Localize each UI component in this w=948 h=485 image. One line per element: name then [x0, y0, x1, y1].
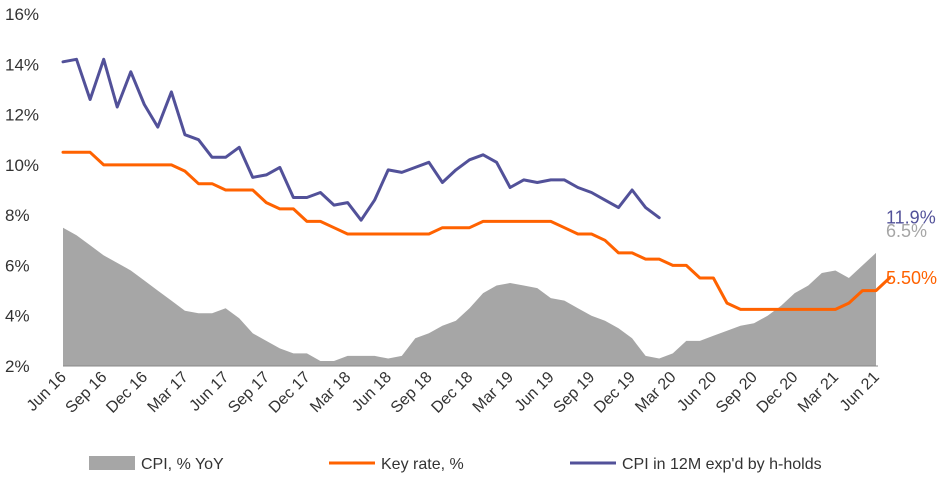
y-tick-label: 16%	[5, 5, 39, 24]
x-tick-label: Jun 18	[349, 369, 395, 415]
y-tick-label: 6%	[5, 256, 30, 275]
x-tick-label: Sep 19	[550, 369, 598, 417]
x-tick-label: Jun 21	[837, 369, 883, 415]
legend: CPI, % YoY Key rate, % CPI in 12M exp'd by…	[89, 456, 822, 473]
y-tick-label: 12%	[5, 106, 39, 125]
legend-label: CPI, % YoY	[141, 456, 224, 473]
y-tick-label: 10%	[5, 156, 39, 175]
x-tick-label: Sep 20	[713, 369, 761, 417]
end-labels: 6.5% 5.50% 11.9%	[886, 208, 937, 288]
legend-swatch-area	[89, 456, 135, 470]
y-axis-ticks: 2% 4% 6% 8% 10% 12% 14% 16%	[5, 5, 39, 376]
lines-layer	[61, 57, 891, 311]
x-tick-label: Mar 21	[795, 369, 842, 416]
x-tick-label: Dec 19	[591, 369, 639, 417]
x-tick-label: Dec 20	[754, 369, 802, 417]
y-tick-label: 4%	[5, 307, 30, 326]
x-tick-label: Sep 17	[225, 369, 273, 417]
x-tick-label: Dec 17	[266, 369, 314, 417]
x-tick-label: Dec 16	[103, 369, 151, 417]
x-tick-label: Sep 16	[63, 369, 111, 417]
cpi-yoy-area	[63, 227, 876, 366]
legend-label: Key rate, %	[381, 456, 464, 473]
end-label: 5.50%	[886, 268, 937, 288]
x-tick-label: Jun 20	[674, 369, 720, 415]
x-tick-label: Sep 18	[388, 369, 436, 417]
x-tick-label: Mar 19	[470, 369, 517, 416]
end-label: 11.9%	[886, 208, 936, 228]
legend-label: CPI in 12M exp'd by h-holds	[622, 456, 822, 473]
cpi-area-layer	[63, 227, 876, 366]
y-tick-label: 14%	[5, 55, 39, 74]
x-tick-label: Jun 16	[24, 369, 70, 415]
y-tick-label: 2%	[5, 357, 30, 376]
y-tick-label: 8%	[5, 206, 30, 225]
key-rate-line-segment	[61, 150, 891, 311]
cpi-expectations-line-segment	[61, 57, 661, 222]
x-tick-label: Jun 19	[512, 369, 558, 415]
x-tick-label: Mar 18	[307, 369, 354, 416]
x-tick-label: Dec 18	[428, 369, 476, 417]
end-label: 6.5%	[886, 221, 927, 241]
x-tick-label: Mar 17	[145, 369, 192, 416]
x-tick-label: Mar 20	[632, 369, 679, 416]
x-tick-label: Jun 17	[186, 369, 232, 415]
